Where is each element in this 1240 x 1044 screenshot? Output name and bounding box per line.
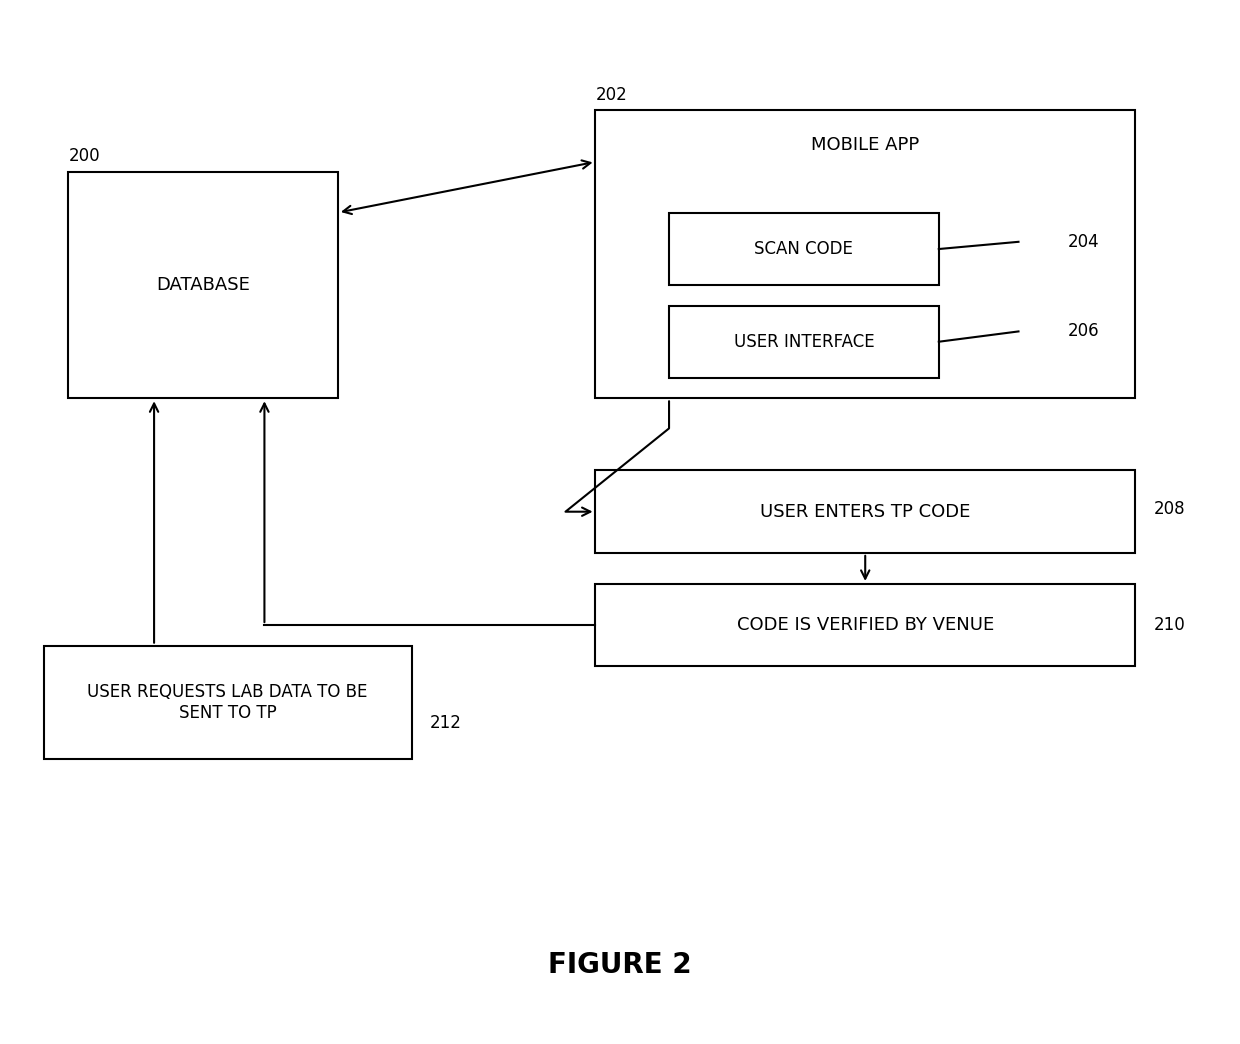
Text: 212: 212	[430, 714, 461, 732]
Text: MOBILE APP: MOBILE APP	[811, 136, 919, 153]
Text: 200: 200	[68, 147, 100, 165]
Text: FIGURE 2: FIGURE 2	[548, 951, 692, 979]
FancyBboxPatch shape	[595, 584, 1135, 666]
FancyBboxPatch shape	[670, 213, 939, 285]
FancyBboxPatch shape	[670, 306, 939, 378]
Text: CODE IS VERIFIED BY VENUE: CODE IS VERIFIED BY VENUE	[737, 616, 993, 634]
Text: SCAN CODE: SCAN CODE	[754, 240, 853, 258]
Text: 210: 210	[1153, 616, 1185, 634]
FancyBboxPatch shape	[595, 110, 1135, 399]
Text: USER REQUESTS LAB DATA TO BE
SENT TO TP: USER REQUESTS LAB DATA TO BE SENT TO TP	[88, 683, 368, 721]
FancyBboxPatch shape	[43, 645, 412, 759]
Text: 206: 206	[1068, 323, 1099, 340]
Text: 208: 208	[1153, 500, 1185, 518]
Text: 202: 202	[595, 86, 627, 103]
FancyBboxPatch shape	[68, 172, 339, 399]
Text: 204: 204	[1068, 233, 1099, 251]
Text: DATABASE: DATABASE	[156, 276, 250, 294]
Text: USER ENTERS TP CODE: USER ENTERS TP CODE	[760, 503, 971, 521]
Text: USER INTERFACE: USER INTERFACE	[734, 333, 874, 351]
FancyBboxPatch shape	[595, 471, 1135, 553]
